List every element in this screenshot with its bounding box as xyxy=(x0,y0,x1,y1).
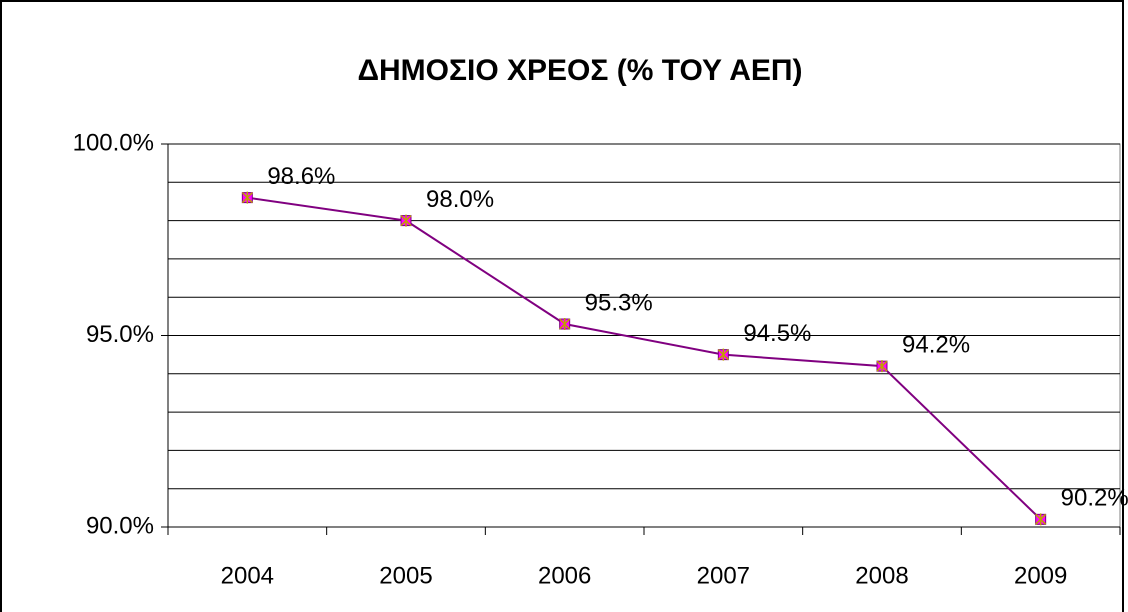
marker-star xyxy=(1035,513,1047,526)
data-label: 98.6% xyxy=(267,163,335,190)
y-tick-label: 95.0% xyxy=(86,321,154,348)
marker-star xyxy=(241,191,253,204)
data-label: 95.3% xyxy=(585,289,653,316)
y-tick-label: 90.0% xyxy=(86,512,154,539)
x-tick-label: 2004 xyxy=(221,562,274,589)
data-label: 98.0% xyxy=(426,186,494,213)
x-tick-label: 2008 xyxy=(855,562,908,589)
x-tick-label: 2006 xyxy=(538,562,591,589)
chart-title: ΔΗΜΟΣΙΟ ΧΡΕΟΣ (% ΤΟΥ ΑΕΠ) xyxy=(357,54,802,87)
data-label: 94.5% xyxy=(743,320,811,347)
x-tick-label: 2005 xyxy=(379,562,432,589)
series-line xyxy=(247,196,1042,521)
data-label: 94.2% xyxy=(902,331,970,358)
x-tick-label: 2007 xyxy=(697,562,750,589)
marker-star xyxy=(559,318,571,331)
y-tick-label: 100.0% xyxy=(73,129,154,156)
marker-star xyxy=(717,348,729,361)
marker-star xyxy=(876,360,888,373)
data-label: 90.2% xyxy=(1061,485,1128,512)
marker-star xyxy=(400,214,412,227)
x-tick-label: 2009 xyxy=(1014,562,1067,589)
